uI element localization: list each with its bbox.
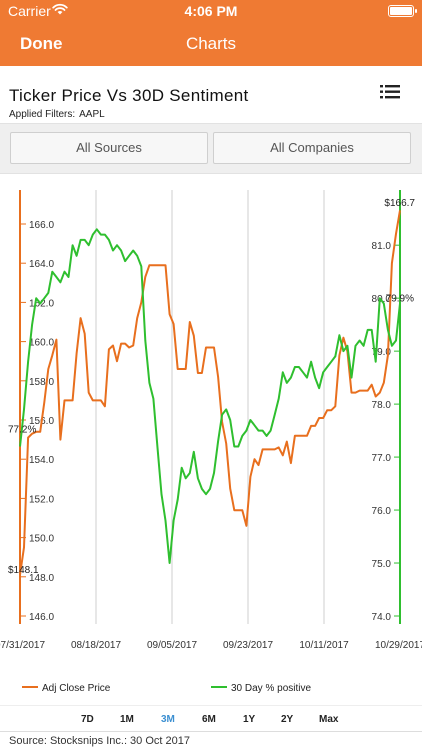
- all-companies-button[interactable]: All Companies: [213, 132, 411, 164]
- right-tick-label: 81.0: [372, 241, 392, 252]
- chart-grid: [19, 190, 401, 624]
- price-series-line: [19, 210, 401, 575]
- range-selector: 7D 1M 3M 6M 1Y 2Y Max: [0, 705, 422, 731]
- range-2y-button[interactable]: 2Y: [281, 714, 294, 725]
- all-sources-button[interactable]: All Sources: [10, 132, 208, 164]
- line-chart: 146.0148.0150.0152.0154.0156.0158.0160.0…: [0, 190, 422, 694]
- battery-icon: [388, 5, 417, 17]
- sentiment-start-label: 77.2%: [8, 424, 36, 435]
- x-axis-ticks: 07/31/2017 08/18/2017 09/05/2017 09/23/2017…: [0, 640, 422, 651]
- price-end-label: $166.7: [384, 198, 415, 209]
- x-tick-label: 09/23/2017: [223, 640, 273, 651]
- left-tick-label: 150.0: [29, 534, 54, 545]
- left-axis-ticks: 146.0148.0150.0152.0154.0156.0158.0160.0…: [20, 220, 54, 623]
- chart-area: 146.0 148.0 150.0 152.0 154.0 156.0 158.0 160.0…: [0, 174, 422, 704]
- chart-title: Ticker Price Vs 30D Sentiment: [9, 86, 249, 105]
- range-3m-button[interactable]: 3M: [161, 714, 175, 725]
- range-max-button[interactable]: Max: [319, 714, 339, 725]
- range-1y-button[interactable]: 1Y: [243, 714, 256, 725]
- filter-bar: All Sources All Companies: [0, 124, 422, 174]
- left-tick-label: 164.0: [29, 259, 54, 270]
- price-start-label: $148.1: [8, 565, 39, 576]
- right-tick-label: 74.0: [372, 612, 392, 623]
- x-tick-label: 08/18/2017: [71, 640, 121, 651]
- legend-sentiment-label: 30 Day % positive: [231, 683, 311, 694]
- wifi-icon: [52, 2, 68, 19]
- source-text: Source: Stocksnips Inc.: 30 Oct 2017: [9, 735, 190, 747]
- applied-filters: Applied Filters: AAPL: [9, 109, 105, 120]
- sentiment-series-line: [19, 228, 401, 564]
- x-tick-label: 10/29/2017: [375, 640, 422, 651]
- range-1m-button[interactable]: 1M: [120, 714, 134, 725]
- sentiment-end-label: 79.9%: [386, 293, 414, 304]
- status-time: 4:06 PM: [184, 3, 238, 19]
- source-footer: Source: Stocksnips Inc.: 30 Oct 2017: [0, 731, 422, 750]
- left-tick-label: 160.0: [29, 338, 54, 349]
- right-tick-label: 76.0: [372, 506, 392, 517]
- left-tick-label: 152.0: [29, 494, 54, 505]
- left-tick-label: 162.0: [29, 298, 54, 309]
- left-tick-label: 166.0: [29, 220, 54, 231]
- chart-series: [19, 210, 401, 575]
- done-button[interactable]: Done: [20, 34, 63, 53]
- right-tick-label: 77.0: [372, 453, 392, 464]
- carrier-label: Carrier: [8, 3, 51, 19]
- left-tick-label: 146.0: [29, 612, 54, 623]
- left-tick-label: 154.0: [29, 455, 54, 466]
- applied-filters-value: AAPL: [79, 109, 105, 120]
- left-tick-label: 158.0: [29, 377, 54, 388]
- range-7d-button[interactable]: 7D: [81, 714, 94, 725]
- right-tick-label: 79.0: [372, 347, 392, 358]
- chart-legend: Adj Close Price 30 Day % positive: [22, 683, 311, 694]
- x-tick-label: 09/05/2017: [147, 640, 197, 651]
- applied-filters-label: Applied Filters:: [9, 109, 76, 120]
- nav-bar: Done Charts: [0, 22, 422, 66]
- chart-header: Ticker Price Vs 30D Sentiment Applied Fi…: [0, 66, 422, 124]
- status-bar: Carrier 4:06 PM: [0, 0, 422, 22]
- x-tick-label: 07/31/2017: [0, 640, 45, 651]
- list-menu-icon[interactable]: [380, 85, 400, 99]
- x-tick-label: 10/11/2017: [299, 640, 349, 651]
- left-tick-label: 148.0: [29, 573, 54, 584]
- right-tick-label: 75.0: [372, 559, 392, 570]
- right-tick-label: 78.0: [372, 400, 392, 411]
- legend-price-label: Adj Close Price: [42, 683, 111, 694]
- nav-title: Charts: [185, 34, 237, 53]
- range-6m-button[interactable]: 6M: [202, 714, 216, 725]
- chart-annotations: $148.1 77.2% $166.7 79.9%: [8, 198, 415, 576]
